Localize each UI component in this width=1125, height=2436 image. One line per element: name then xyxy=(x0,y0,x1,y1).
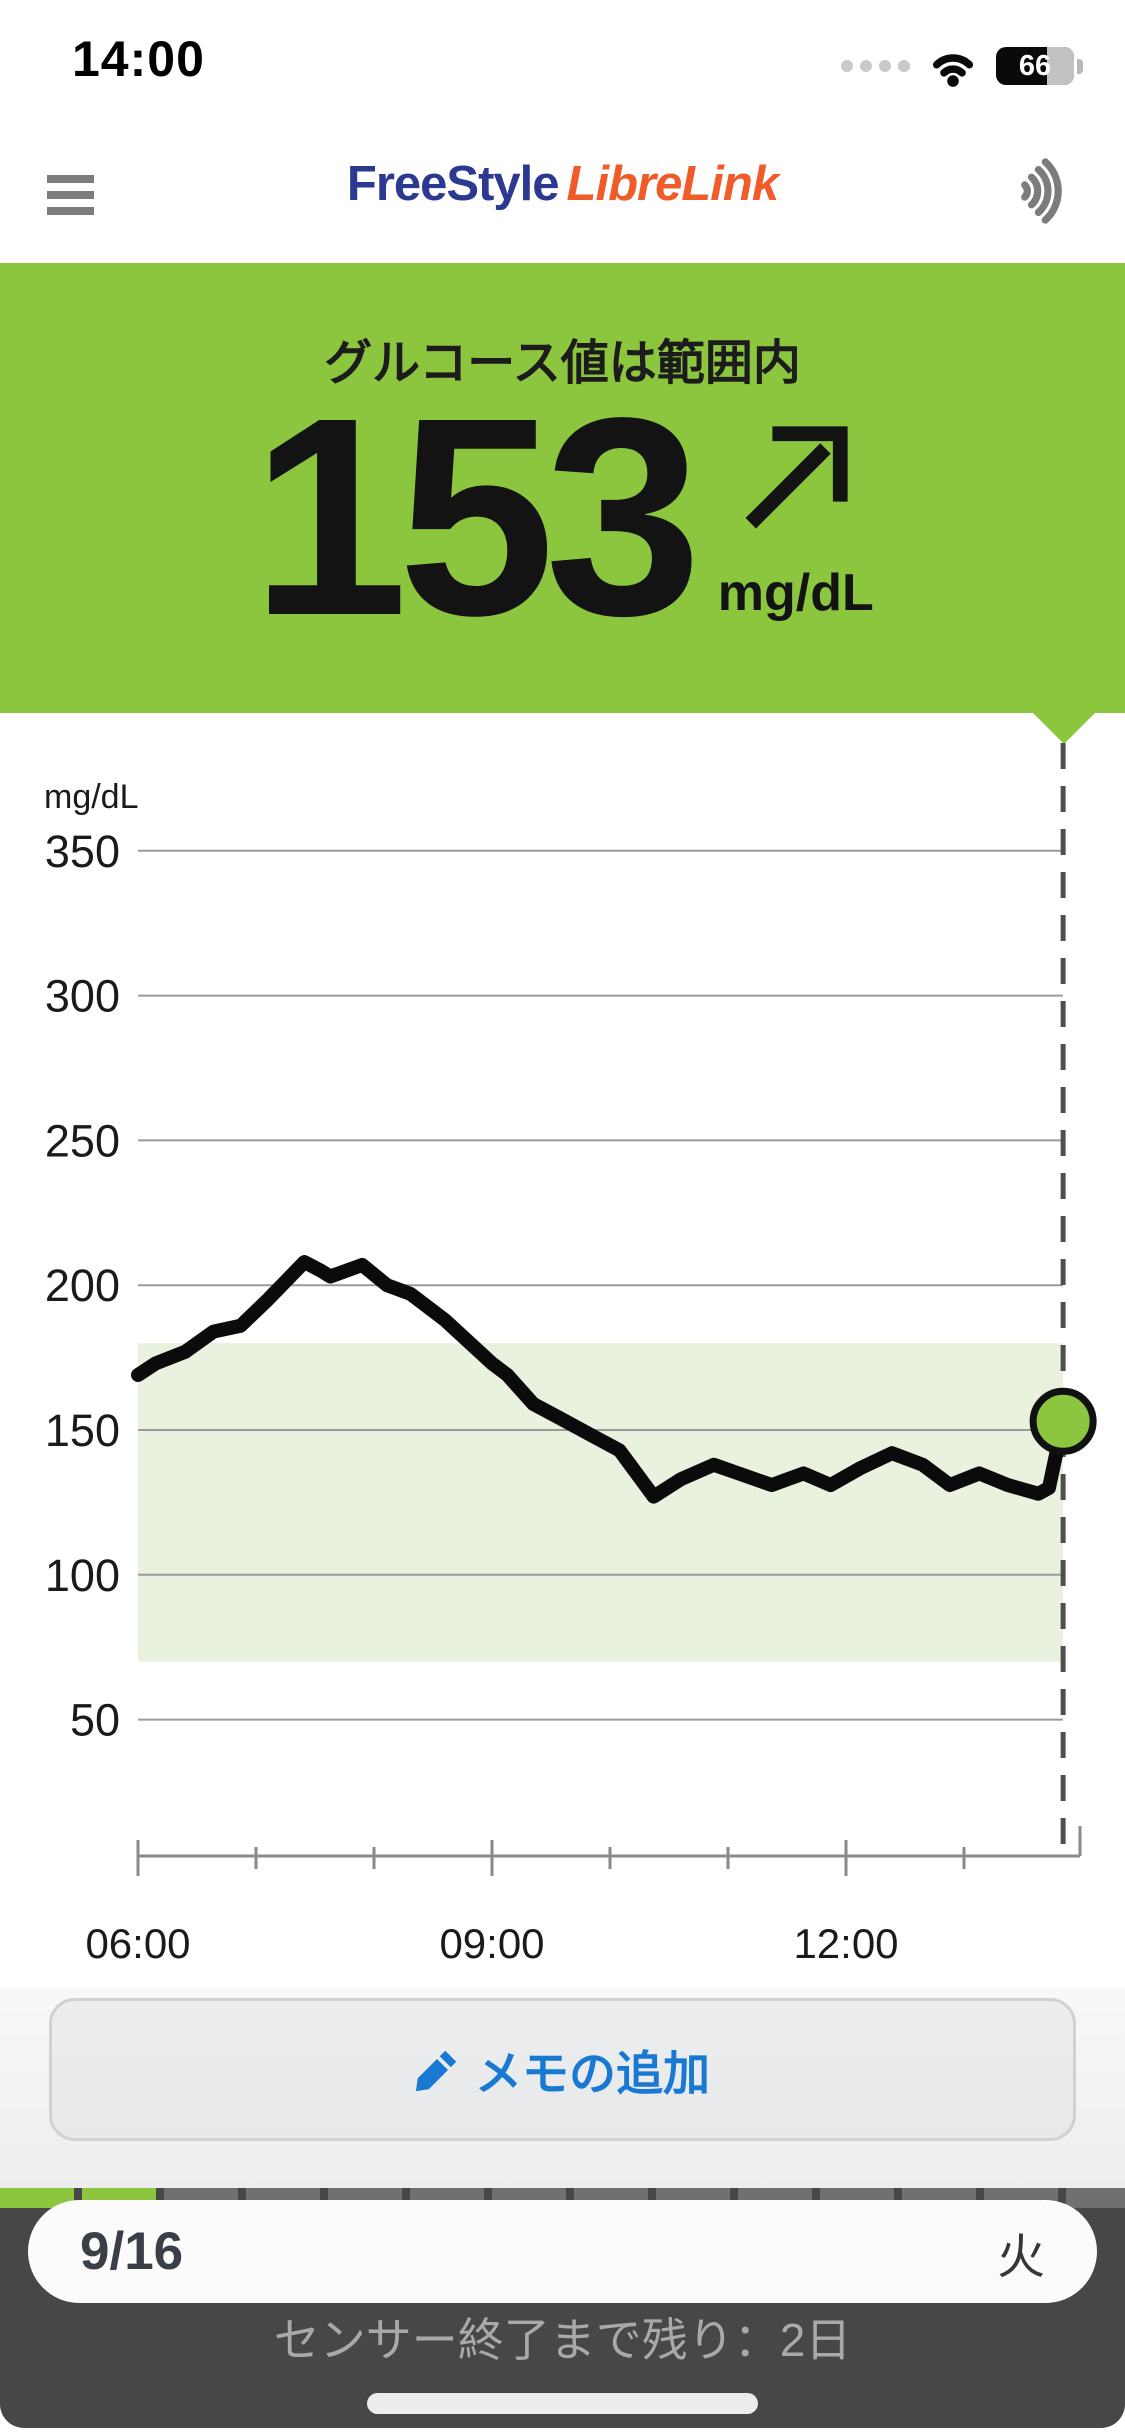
y-tick-label: 300 xyxy=(45,971,120,1022)
nfc-scan-icon xyxy=(1021,158,1062,224)
date-label: 9/16 xyxy=(80,2222,184,2281)
x-tick-label: 12:00 xyxy=(793,1920,898,1967)
y-axis-unit-label: mg/dL xyxy=(44,778,139,816)
sensor-remaining-text: センサー終了まで残り：2日 xyxy=(273,2314,852,2366)
wifi-icon xyxy=(932,54,974,87)
app-logo: FreeStyle LibreLink xyxy=(0,156,1125,212)
glucose-unit: mg/dL xyxy=(717,564,874,622)
glucose-chart[interactable]: 350 300 250 200 150 100 50 mg/dL 06:00 09:00 12:00 xyxy=(0,713,1125,1990)
y-tick-label: 100 xyxy=(45,1550,120,1601)
trend-arrow-icon xyxy=(745,426,848,529)
scan-sensor-button[interactable] xyxy=(1015,158,1081,224)
status-bar: 14:00 66 xyxy=(0,0,1125,130)
y-tick-label: 200 xyxy=(45,1260,120,1311)
add-note-label: メモの追加 xyxy=(475,2047,710,2100)
x-tick-label: 09:00 xyxy=(439,1920,544,1967)
date-selector[interactable]: 9/16 火 xyxy=(28,2200,1097,2303)
bottom-sheet: 9/16 火 センサー終了まで残り：2日 xyxy=(0,2200,1125,2428)
glucose-trace xyxy=(131,1255,1071,1504)
status-time: 14:00 xyxy=(72,31,205,87)
app-header: FreeStyle LibreLink xyxy=(0,130,1125,263)
glucose-reading: 153 mg/dL xyxy=(0,359,1125,674)
glucose-value: 153 xyxy=(251,359,702,674)
glucose-status-text: グルコース値は範囲内 xyxy=(324,337,801,390)
battery-empty-segment xyxy=(1047,47,1074,85)
cellular-signal-icon xyxy=(841,60,910,72)
current-reading-dot[interactable] xyxy=(1029,1387,1097,1455)
y-tick-label: 150 xyxy=(45,1405,120,1456)
y-tick-label: 350 xyxy=(45,826,120,877)
x-tick-label: 06:00 xyxy=(85,1920,190,1967)
y-tick-label: 50 xyxy=(70,1695,120,1746)
y-tick-label: 250 xyxy=(45,1115,120,1166)
logo-freestyle: FreeStyle xyxy=(346,157,560,211)
target-range-band xyxy=(138,1343,1063,1662)
battery-percent: 66 xyxy=(1018,49,1052,82)
battery-indicator: 66 xyxy=(996,47,1074,85)
weekday-label: 火 xyxy=(996,2230,1045,2284)
menu-button[interactable] xyxy=(47,175,94,215)
glucose-banner: グルコース値は範囲内 153 mg/dL xyxy=(0,263,1125,713)
banner-pointer xyxy=(1033,713,1095,744)
home-indicator[interactable] xyxy=(367,2393,758,2414)
status-icons: 66 xyxy=(841,44,1083,88)
add-note-button[interactable]: メモの追加 xyxy=(49,1998,1076,2141)
battery-cap xyxy=(1077,58,1083,74)
logo-librelink: LibreLink xyxy=(566,157,780,211)
pencil-icon xyxy=(415,2050,457,2091)
